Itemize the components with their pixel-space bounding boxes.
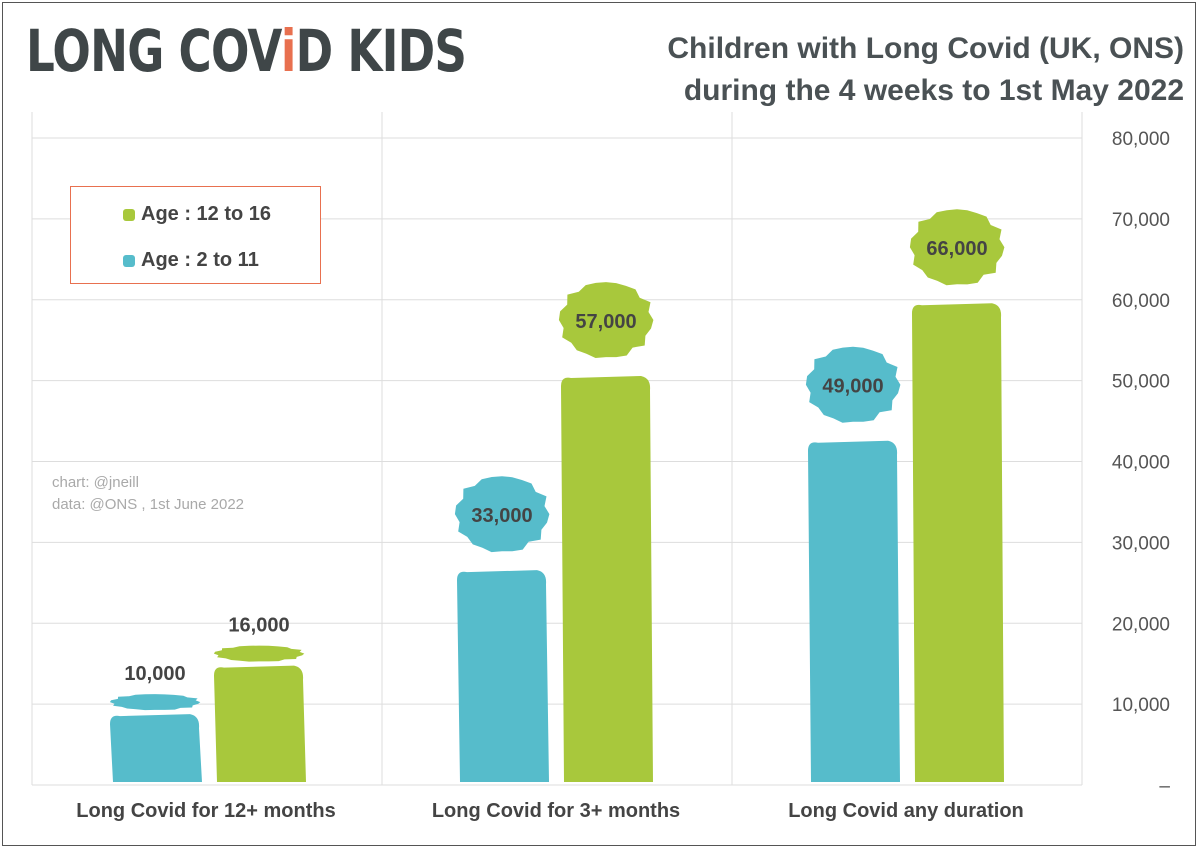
data-label-age-2-11-1: 33,000 — [471, 505, 532, 527]
credit-data: data: @ONS , 1st June 2022 — [52, 496, 245, 513]
category-label-3-months: Long Covid for 3+ months — [431, 800, 681, 822]
bar-age-12-16-0 — [214, 665, 306, 782]
data-label-age-2-11-2: 49,000 — [822, 376, 883, 398]
legend-label-age-12-16: Age : 12 to 16 — [141, 203, 272, 225]
chart-title-line2: during the 4 weeks to 1st May 2022 — [683, 74, 1184, 107]
chart-title: Children with Long Covid (UK, ONS) durin… — [544, 28, 1184, 112]
y-tick-label-0: – — [1159, 776, 1170, 797]
logo-text-part1: LONG COV — [26, 17, 282, 85]
y-tick-label-5: 50,000 — [1112, 372, 1170, 393]
y-tick-label-6: 60,000 — [1112, 291, 1170, 312]
value-blob-age-2-11-0 — [109, 694, 201, 711]
category-label-any-duration: Long Covid any duration — [788, 800, 1024, 822]
data-label-age-12-16-0: 16,000 — [228, 615, 289, 637]
data-label-age-12-16-1: 57,000 — [575, 311, 636, 333]
y-tick-label-4: 40,000 — [1112, 453, 1170, 474]
y-tick-label-7: 70,000 — [1112, 210, 1170, 231]
bar-age-2-11-2 — [808, 440, 900, 782]
legend-item-age-2-11: Age : 2 to 11 — [123, 249, 259, 272]
bar-age-12-16-1 — [561, 376, 653, 782]
data-label-age-2-11-0: 10,000 — [124, 663, 185, 685]
legend-swatch-age-12-16 — [123, 208, 135, 221]
data-label-age-12-16-2: 66,000 — [926, 238, 987, 260]
long-covid-kids-logo: LONG COViD KIDS — [26, 22, 467, 80]
logo-text-part2: D KIDS — [295, 17, 467, 85]
category-label-12-months: Long Covid for 12+ months — [76, 800, 336, 822]
bar-age-12-16-2 — [912, 303, 1004, 782]
chart-credit: chart: @jneill data: @ONS , 1st June 202… — [52, 472, 244, 516]
value-blob-age-12-16-1 — [558, 282, 654, 358]
bar-age-2-11-1 — [457, 570, 549, 782]
bar-age-2-11-0 — [110, 714, 202, 782]
logo-text-accent: i — [280, 17, 297, 85]
credit-chart: chart: @jneill — [52, 474, 139, 491]
legend-label-age-2-11: Age : 2 to 11 — [141, 249, 259, 271]
chart-title-line1: Children with Long Covid (UK, ONS) — [667, 32, 1184, 65]
y-tick-label-1: 10,000 — [1112, 695, 1170, 716]
y-tick-label-8: 80,000 — [1112, 129, 1170, 150]
legend-item-age-12-16: Age : 12 to 16 — [123, 203, 271, 226]
value-blob-age-2-11-2 — [805, 346, 901, 423]
y-tick-label-3: 30,000 — [1112, 533, 1170, 554]
legend: Age : 12 to 16 Age : 2 to 11 — [70, 186, 321, 284]
value-blob-age-2-11-1 — [454, 476, 550, 553]
legend-swatch-age-2-11 — [123, 254, 135, 267]
value-blob-age-12-16-2 — [909, 209, 1005, 286]
y-tick-label-2: 20,000 — [1112, 614, 1170, 635]
value-blob-age-12-16-0 — [213, 645, 305, 662]
